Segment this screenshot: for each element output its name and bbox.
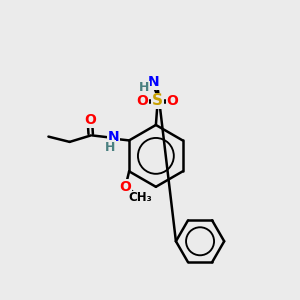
Text: O: O — [120, 180, 131, 194]
Text: O: O — [84, 113, 96, 127]
Text: N: N — [108, 130, 120, 144]
Text: H: H — [139, 81, 150, 94]
Text: O: O — [167, 94, 178, 108]
Text: O: O — [136, 94, 148, 108]
Text: S: S — [152, 93, 163, 108]
Text: CH₃: CH₃ — [128, 191, 152, 204]
Text: H: H — [105, 141, 116, 154]
Text: N: N — [147, 75, 159, 89]
